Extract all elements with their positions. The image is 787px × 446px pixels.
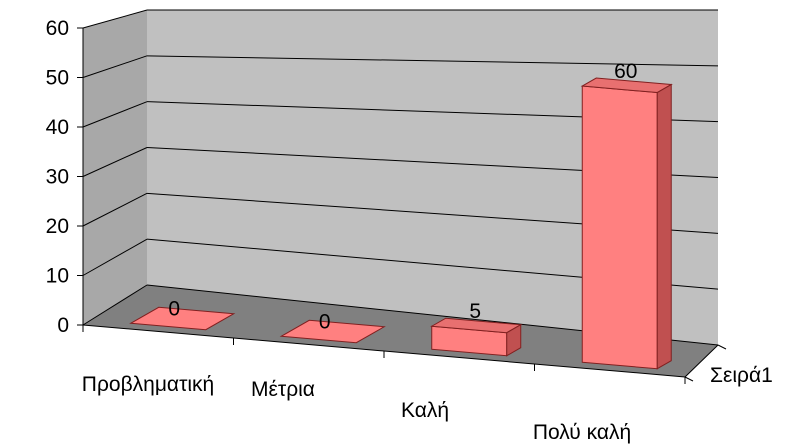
side-wall bbox=[83, 10, 147, 325]
bar bbox=[581, 85, 658, 370]
bar-side bbox=[506, 323, 522, 357]
gridline-side bbox=[82, 147, 148, 177]
y-tick-label: 40 bbox=[46, 116, 69, 139]
gridline-side bbox=[82, 9, 148, 29]
depth-axis bbox=[684, 344, 719, 378]
data-label: 5 bbox=[469, 300, 481, 323]
depth-tick-mark bbox=[717, 344, 727, 350]
depth-tick-mark bbox=[684, 376, 694, 382]
y-tick-label: 10 bbox=[46, 265, 69, 288]
gridline-side bbox=[82, 192, 148, 227]
gridline-side bbox=[82, 101, 148, 128]
x-tick-label: Μέτρια bbox=[251, 378, 315, 401]
data-label: 0 bbox=[319, 310, 331, 333]
x-tick-label: Καλή bbox=[401, 399, 449, 422]
bar bbox=[129, 306, 236, 331]
gridline-side bbox=[82, 238, 148, 276]
x-tick-label: Προβληματική bbox=[82, 373, 214, 396]
y-tick-label: 0 bbox=[57, 314, 69, 337]
gridline-side bbox=[82, 284, 148, 326]
data-label: 60 bbox=[614, 60, 637, 83]
y-tick-label: 20 bbox=[46, 215, 69, 238]
floor bbox=[83, 285, 718, 377]
data-label: 0 bbox=[168, 297, 180, 320]
y-tick-label: 30 bbox=[46, 166, 69, 189]
x-tick-label: Πολύ καλή bbox=[533, 421, 631, 444]
bar-side bbox=[656, 83, 672, 370]
back-wall bbox=[147, 10, 718, 345]
y-tick-label: 50 bbox=[46, 67, 69, 90]
gridline-back bbox=[146, 55, 719, 67]
gridline-side bbox=[82, 55, 148, 78]
series-label: Σειρά1 bbox=[710, 364, 773, 387]
y-tick-label: 60 bbox=[46, 17, 69, 40]
bar bbox=[279, 319, 386, 344]
